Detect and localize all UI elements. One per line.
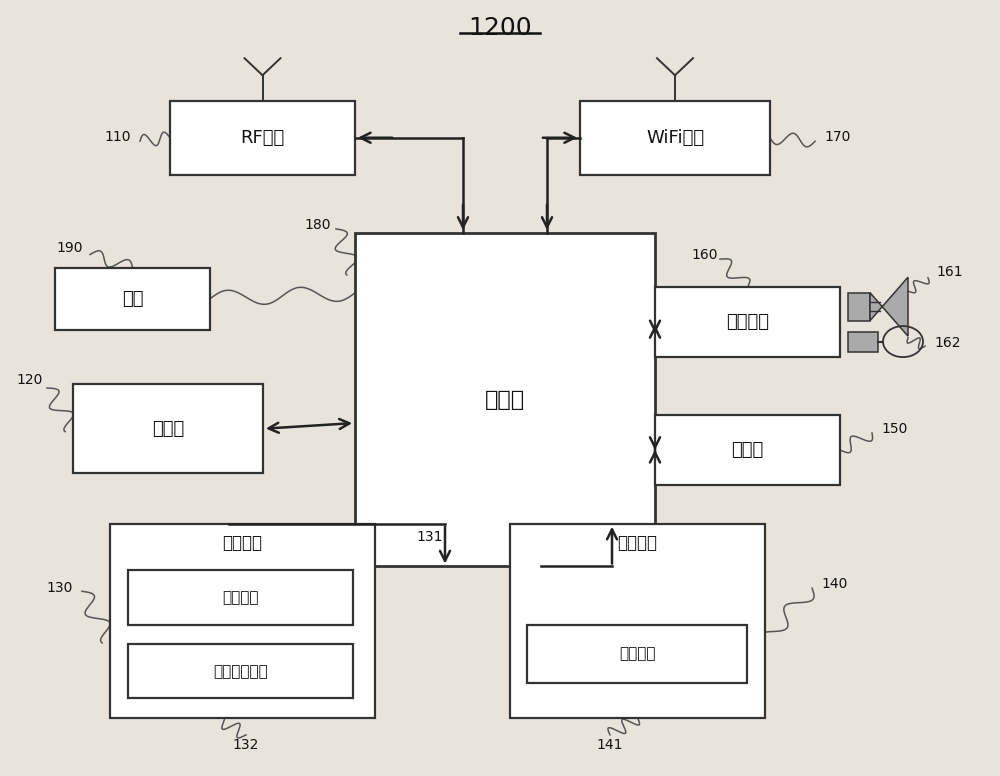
FancyBboxPatch shape [655,415,840,485]
FancyBboxPatch shape [848,293,870,320]
FancyBboxPatch shape [73,384,263,473]
Text: 150: 150 [882,422,908,436]
Text: 音频电路: 音频电路 [726,313,769,331]
Text: 162: 162 [935,336,961,350]
FancyBboxPatch shape [355,233,655,566]
FancyBboxPatch shape [128,570,353,625]
Text: 141: 141 [597,738,623,752]
Text: 161: 161 [937,265,963,279]
Text: 其他输入设备: 其他输入设备 [213,663,268,679]
Text: 130: 130 [47,581,73,595]
Text: 180: 180 [305,218,331,232]
FancyBboxPatch shape [110,524,375,718]
Text: 输入单元: 输入单元 [222,534,262,553]
Text: 190: 190 [57,241,83,255]
FancyBboxPatch shape [848,331,878,352]
Text: 存储器: 存储器 [152,420,184,438]
Text: 1200: 1200 [468,16,532,40]
FancyBboxPatch shape [55,268,210,330]
Text: 处理器: 处理器 [485,390,525,410]
Text: 显示面板: 显示面板 [619,646,655,661]
Text: 132: 132 [233,738,259,752]
FancyBboxPatch shape [527,625,747,683]
FancyBboxPatch shape [580,101,770,175]
FancyBboxPatch shape [170,101,355,175]
FancyBboxPatch shape [128,644,353,698]
Text: 131: 131 [417,530,443,544]
Text: WiFi模块: WiFi模块 [646,129,704,147]
Polygon shape [870,277,908,336]
Text: 显示单元: 显示单元 [618,534,658,553]
Text: 140: 140 [822,577,848,591]
Text: 110: 110 [105,130,131,144]
FancyBboxPatch shape [510,524,765,718]
Text: 触敏表面: 触敏表面 [222,590,259,605]
Text: 120: 120 [17,373,43,387]
Text: 160: 160 [692,248,718,262]
Text: 170: 170 [825,130,851,144]
Text: 电源: 电源 [122,289,143,308]
FancyBboxPatch shape [655,287,840,357]
Text: 传感器: 传感器 [731,441,764,459]
Text: RF电路: RF电路 [240,129,285,147]
